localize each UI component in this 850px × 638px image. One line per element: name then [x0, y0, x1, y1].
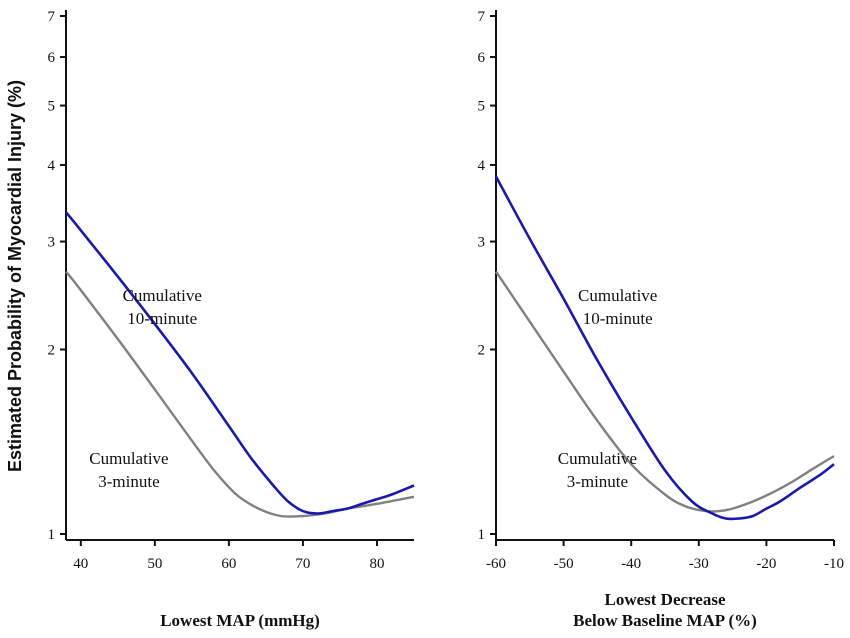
annotation-line: 10-minute [127, 309, 197, 328]
annotation-line: Cumulative [123, 286, 202, 305]
x-tick-label: -20 [756, 556, 776, 572]
y-tick-label: 2 [478, 342, 486, 358]
annotation-line: Cumulative [578, 286, 657, 305]
x-tick-label: 80 [369, 556, 384, 572]
y-axis-label: Estimated Probability of Myocardial Inju… [5, 80, 25, 472]
annotation-line: Cumulative [89, 449, 168, 468]
series-line-3-minute [495, 270, 835, 513]
x-axis-label: Lowest MAP (mmHg) [160, 611, 320, 630]
x-tick-label: 70 [295, 556, 310, 572]
x-axis-label-line: Lowest MAP (mmHg) [160, 611, 320, 630]
annotation-3-minute: Cumulative 3-minute [89, 449, 168, 491]
x-tick-label: -10 [824, 556, 844, 572]
x-tick-label: -30 [689, 556, 709, 572]
y-tick-label: 2 [48, 342, 56, 358]
y-tick-label: 3 [478, 235, 486, 251]
annotation-10-minute: Cumulative 10-minute [123, 286, 202, 328]
x-tick-label: -50 [554, 556, 574, 572]
right-panel: 1 2 3 4 5 6 7 -60 -50 -40 -30 -20 -10 Cumulative 10-mi… [478, 9, 845, 630]
y-tick-label: 7 [48, 9, 56, 25]
series-line-10-minute [65, 211, 415, 515]
x-axis-label-line: Lowest Decrease [604, 590, 725, 609]
annotation-line: 10-minute [583, 309, 653, 328]
annotation-line: 3-minute [98, 472, 159, 491]
x-tick-label: 50 [147, 556, 162, 572]
annotation-10-minute: Cumulative 10-minute [578, 286, 657, 328]
y-tick-label: 5 [48, 99, 56, 115]
x-tick-label: -60 [486, 556, 506, 572]
annotation-3-minute: Cumulative 3-minute [558, 449, 637, 491]
annotation-line: 3-minute [567, 472, 628, 491]
x-tick-label: 60 [221, 556, 236, 572]
y-tick-label: 6 [48, 50, 56, 66]
y-tick-label: 7 [478, 9, 486, 25]
y-tick-label: 5 [478, 99, 486, 115]
x-tick-label: -40 [621, 556, 641, 572]
y-tick-label: 4 [48, 158, 56, 174]
x-axis-label-line: Below Baseline MAP (%) [573, 611, 757, 630]
y-tick-label: 1 [48, 527, 56, 543]
x-tick-label: 40 [73, 556, 88, 572]
series-line-10-minute [494, 175, 835, 521]
y-tick-label: 3 [48, 235, 56, 251]
y-tick-label: 4 [478, 158, 486, 174]
x-axis-label: Lowest Decrease Below Baseline MAP (%) [573, 590, 757, 630]
annotation-line: Cumulative [558, 449, 637, 468]
y-tick-label: 1 [478, 527, 486, 543]
y-tick-label: 6 [478, 50, 486, 66]
